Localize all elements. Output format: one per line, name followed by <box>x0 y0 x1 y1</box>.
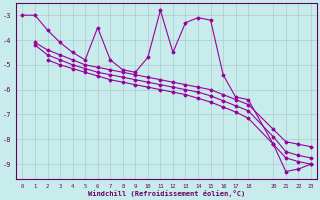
X-axis label: Windchill (Refroidissement éolien,°C): Windchill (Refroidissement éolien,°C) <box>88 190 245 197</box>
